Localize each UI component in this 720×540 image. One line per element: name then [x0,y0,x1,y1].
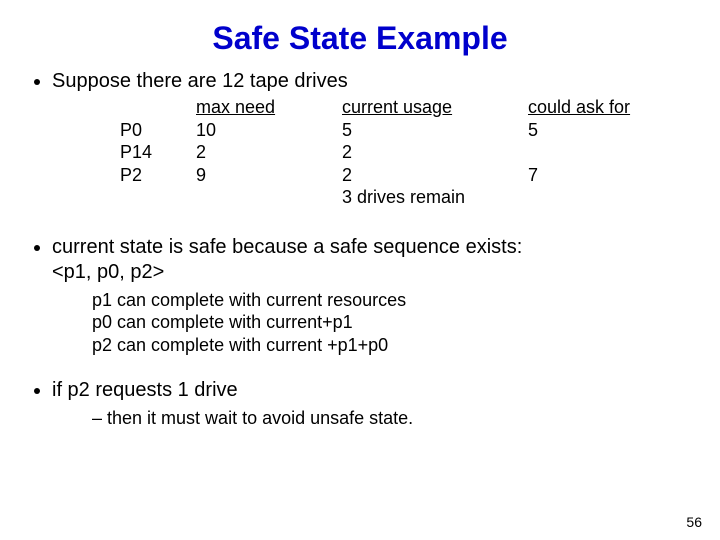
table-header-row: max need current usage could ask for [112,96,666,119]
bullet-list: Suppose there are 12 tape drives max nee… [28,69,692,430]
cell-proc: P0 [112,119,188,142]
sub-item: p1 can complete with current resources [92,289,692,312]
cell-cur: 5 [334,119,520,142]
cell-max: 9 [188,164,334,187]
cell-proc: P14 [112,141,188,164]
bullet-2-sublist: p1 can complete with current resources p… [52,289,692,357]
table-row: P14 2 2 [112,141,666,164]
bullet-2: current state is safe because a safe seq… [52,235,692,371]
bullet-3-text: if p2 requests 1 drive [52,379,238,401]
resource-table: max need current usage could ask for P0 … [112,96,666,209]
bullet-2-line1: current state is safe because a safe seq… [52,236,522,258]
cell-cur: 2 [334,164,520,187]
slide-body: Suppose there are 12 tape drives max nee… [0,69,720,430]
cell-cur: 2 [334,141,520,164]
sub-item: p2 can complete with current +p1+p0 [92,334,692,357]
th-ask: could ask for [520,96,666,119]
th-cur: current usage [334,96,520,119]
bullet-1-text: Suppose there are 12 tape drives [52,70,348,92]
table-row: P2 9 2 7 [112,164,666,187]
cell-ask: 5 [520,119,666,142]
th-proc [112,96,188,119]
sub-item: then it must wait to avoid unsafe state. [92,407,692,430]
bullet-3: if p2 requests 1 drive then it must wait… [52,378,692,430]
bullet-1: Suppose there are 12 tape drives max nee… [52,69,692,227]
cell-ask: 7 [520,164,666,187]
bullet-2-line2: <p1, p0, p2> [52,261,164,283]
cell-max: 10 [188,119,334,142]
cell-ask [520,141,666,164]
table-row: P0 10 5 5 [112,119,666,142]
sub-item: p0 can complete with current+p1 [92,311,692,334]
cell-proc: P2 [112,164,188,187]
page-number: 56 [686,514,702,530]
cell-max: 2 [188,141,334,164]
slide: Safe State Example Suppose there are 12 … [0,0,720,540]
table-footer: 3 drives remain [334,186,520,209]
th-max: max need [188,96,334,119]
table-footer-row: 3 drives remain [112,186,666,209]
slide-title: Safe State Example [0,0,720,69]
bullet-3-sublist: then it must wait to avoid unsafe state. [52,407,692,430]
